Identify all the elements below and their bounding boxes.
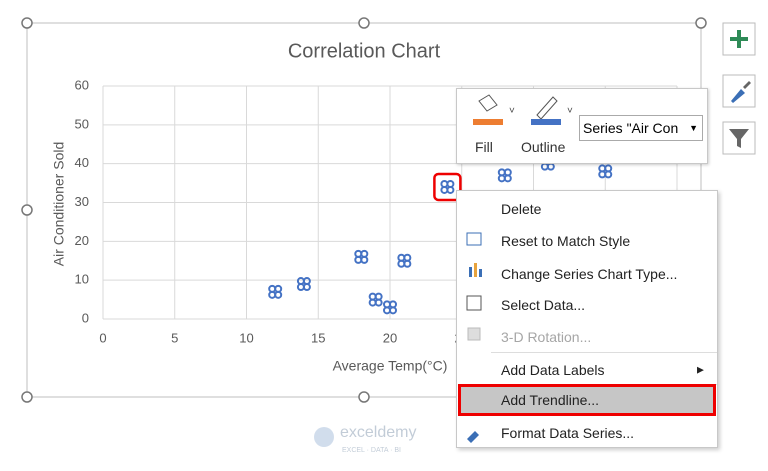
y-tick-label: 50 [75,116,89,131]
y-tick-label: 10 [75,272,89,287]
selection-highlight [433,172,462,202]
menu-item[interactable]: Delete [457,194,719,224]
data-point [296,277,311,292]
menu-icons [466,232,482,443]
x-axis-label: Average Temp(°C) [333,358,448,374]
data-point [368,292,383,307]
x-tick-label: 20 [383,330,397,345]
menu-item-label: Add Trendline... [501,392,600,408]
watermark-brand: exceldemy [340,424,416,441]
watermark: exceldemy EXCEL · DATA · BI [314,424,416,454]
watermark-tagline: EXCEL · DATA · BI [342,447,401,454]
submenu-arrow: ▶ [697,364,704,375]
menu-item-label: Add Data Labels [501,362,605,378]
data-point [440,179,455,194]
outline-button[interactable]: Outline [521,139,566,155]
x-tick-label: 5 [171,330,178,345]
menu-item-label: 3-D Rotation... [501,329,592,345]
menu-item[interactable]: Reset to Match Style [457,226,719,256]
y-tick-label: 60 [75,77,89,92]
menu-item[interactable]: Format Data Series... [457,418,719,448]
data-point [397,253,412,268]
series-dropdown-text: Series "Air Con [583,120,679,136]
x-tick-label: 0 [99,330,106,345]
chart-title: Correlation Chart [288,40,441,62]
series-dropdown[interactable]: Series "Air Con ▼ [579,115,703,141]
y-tick-label: 20 [75,233,89,248]
y-tick-label: 0 [82,310,89,325]
fill-button[interactable]: Fill [475,139,493,155]
data-point [383,300,397,315]
svg-text:˅: ˅ [567,106,573,117]
toolbar-icons: ˅ ˅ [473,94,573,125]
menu-separator [491,384,717,385]
x-tick-label: 15 [311,330,325,345]
data-point [268,284,283,299]
y-tick-label: 40 [75,155,89,170]
menu-item[interactable]: Add Data Labels ▶ [457,355,719,385]
menu-item[interactable]: Change Series Chart Type... [457,259,719,289]
data-point [497,168,512,183]
x-tick-label: 10 [239,330,253,345]
y-axis-label: Air Conditioner Sold [51,142,67,267]
menu-item-label: Delete [501,201,542,217]
menu-item[interactable]: Select Data... [457,290,719,320]
menu-item-label: Reset to Match Style [501,233,631,249]
menu-item-label: Select Data... [501,297,586,313]
svg-text:˅: ˅ [509,106,515,117]
menu-item-label: Format Data Series... [501,425,635,441]
chart-styles-button[interactable] [722,74,756,108]
menu-item: 3-D Rotation... [457,322,719,352]
chart-filters-button[interactable] [722,121,756,155]
y-tick-label: 30 [75,194,89,209]
chart-elements-button[interactable] [722,22,756,56]
context-menu: Delete Reset to Match Style Change Series … [456,190,718,448]
menu-item[interactable]: Add Trendline... [458,384,716,416]
data-point [598,164,613,179]
mini-toolbar: ˅ ˅ Fill Outline Series "Air Con ▼ [456,88,708,164]
menu-separator [491,352,717,353]
menu-item-label: Change Series Chart Type... [501,266,678,282]
data-point [354,249,369,264]
